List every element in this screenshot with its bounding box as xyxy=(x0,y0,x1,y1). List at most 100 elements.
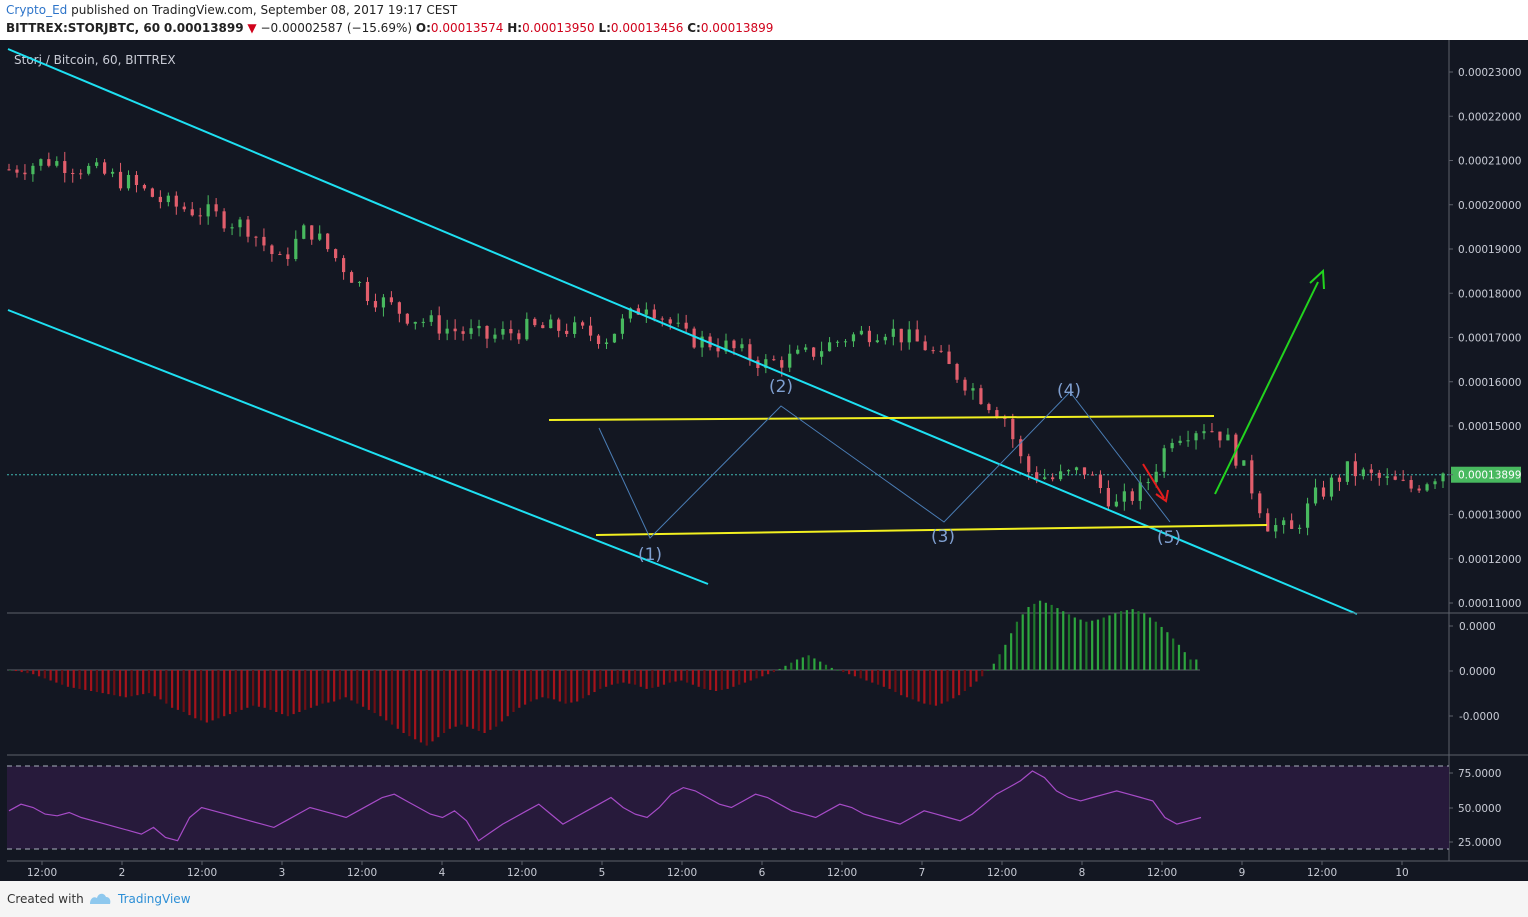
histogram-bar xyxy=(194,670,197,719)
candle xyxy=(182,202,186,212)
candle xyxy=(1441,472,1445,488)
histogram-bar xyxy=(176,670,180,710)
low-value: 0.00013456 xyxy=(610,21,684,35)
time-tick-label: 12:00 xyxy=(987,867,1017,879)
rsi-tick-label: 50.0000 xyxy=(1458,803,1501,815)
histogram-tick-label: -0.0000 xyxy=(1459,711,1500,723)
price-tick-label: 0.00018000 xyxy=(1458,288,1521,300)
close-label: C: xyxy=(687,21,701,35)
close-value: 0.00013899 xyxy=(700,21,774,35)
histogram-bar xyxy=(356,670,359,704)
candle xyxy=(1194,430,1198,450)
candle xyxy=(620,314,625,340)
histogram-bar xyxy=(767,670,770,675)
candle xyxy=(788,344,792,373)
candle xyxy=(549,314,553,329)
price-tick-label: 0.00017000 xyxy=(1458,333,1521,345)
histogram-bar xyxy=(489,670,492,730)
histogram-bar xyxy=(101,670,104,694)
candle xyxy=(174,191,178,215)
candle xyxy=(429,310,433,326)
histogram-bar xyxy=(1079,619,1082,670)
candle xyxy=(1433,478,1437,489)
histogram-bar xyxy=(32,670,35,675)
candle xyxy=(835,340,840,348)
histogram-bar xyxy=(512,670,515,712)
range-bottom-line xyxy=(595,524,1268,536)
histogram-bar xyxy=(1154,621,1157,670)
candle xyxy=(533,317,537,328)
tradingview-logo-icon[interactable] xyxy=(88,890,112,906)
histogram-bar xyxy=(842,670,845,673)
histogram-bar xyxy=(1131,609,1134,670)
candle xyxy=(1051,473,1055,482)
candle xyxy=(302,223,306,240)
histogram-bar xyxy=(188,670,191,716)
histogram-bar xyxy=(645,670,648,689)
candle xyxy=(509,320,513,341)
price-axis-bg xyxy=(1449,40,1528,861)
candle xyxy=(1409,475,1413,493)
histogram-bar xyxy=(419,670,423,743)
wave-label-2: (2) xyxy=(769,377,793,397)
candle xyxy=(1043,468,1047,480)
time-tick-label: 12:00 xyxy=(667,867,697,879)
histogram-bar xyxy=(182,670,185,712)
histogram-bar xyxy=(576,670,579,702)
candle xyxy=(1066,469,1071,476)
histogram-bar xyxy=(1067,614,1071,670)
candle xyxy=(796,345,800,355)
histogram-bar xyxy=(113,670,116,696)
histogram-bar xyxy=(286,670,289,717)
histogram-bar xyxy=(981,670,984,677)
chart-title: Storj / Bitcoin, 60, BITTREX xyxy=(14,53,176,67)
histogram-bar xyxy=(992,663,995,670)
histogram-bar xyxy=(1056,608,1059,670)
histogram-bar xyxy=(327,670,330,703)
candle xyxy=(867,326,871,347)
candle xyxy=(1019,435,1023,464)
elliott-wave-path xyxy=(598,391,1171,539)
histogram-bar xyxy=(957,670,961,696)
histogram-bar xyxy=(605,670,608,687)
histogram-bar xyxy=(882,670,885,687)
histogram-bar xyxy=(1108,615,1111,670)
price-tick-label: 0.00021000 xyxy=(1458,156,1521,168)
candle xyxy=(1345,461,1349,485)
histogram-bar xyxy=(790,662,793,670)
histogram-bar xyxy=(668,670,671,683)
chart-canvas[interactable]: Storj / Bitcoin, 60, BITTREX (1) (2) (3) (4… xyxy=(0,40,1528,881)
candle xyxy=(493,328,497,343)
tradingview-link[interactable]: TradingView xyxy=(118,892,191,906)
histogram-bar xyxy=(801,657,804,670)
candle xyxy=(381,294,386,317)
candle xyxy=(222,208,226,232)
histogram-bar xyxy=(263,670,266,708)
histogram-bar xyxy=(1096,619,1100,670)
candle xyxy=(445,319,449,341)
histogram-bar xyxy=(894,670,897,693)
histogram-bar xyxy=(460,670,463,725)
candle xyxy=(206,195,210,225)
histogram-bar xyxy=(9,670,12,671)
histogram-bar xyxy=(454,670,457,727)
time-tick-label: 12:00 xyxy=(27,867,57,879)
candle xyxy=(812,346,816,361)
high-value: 0.00013950 xyxy=(522,21,595,35)
candle xyxy=(907,321,911,350)
time-tick-label: 6 xyxy=(759,867,766,879)
candle xyxy=(820,341,824,365)
histogram-bar xyxy=(373,670,376,714)
price-axis-ticks: 0.00023000 0.00022000 0.00021000 0.00020000… xyxy=(1449,67,1521,610)
drawings xyxy=(7,48,1358,615)
histogram-bar xyxy=(720,670,723,690)
author-link[interactable]: Crypto_Ed xyxy=(6,3,68,17)
histogram-bar xyxy=(153,670,156,697)
histogram-bar xyxy=(1015,621,1019,670)
histogram-bar xyxy=(414,670,417,740)
histogram-bar xyxy=(651,670,654,688)
candle xyxy=(103,159,107,176)
histogram-bar xyxy=(772,670,776,673)
rsi-axis-ticks: 75.0000 50.0000 25.0000 xyxy=(1449,768,1501,849)
candle xyxy=(923,335,927,351)
